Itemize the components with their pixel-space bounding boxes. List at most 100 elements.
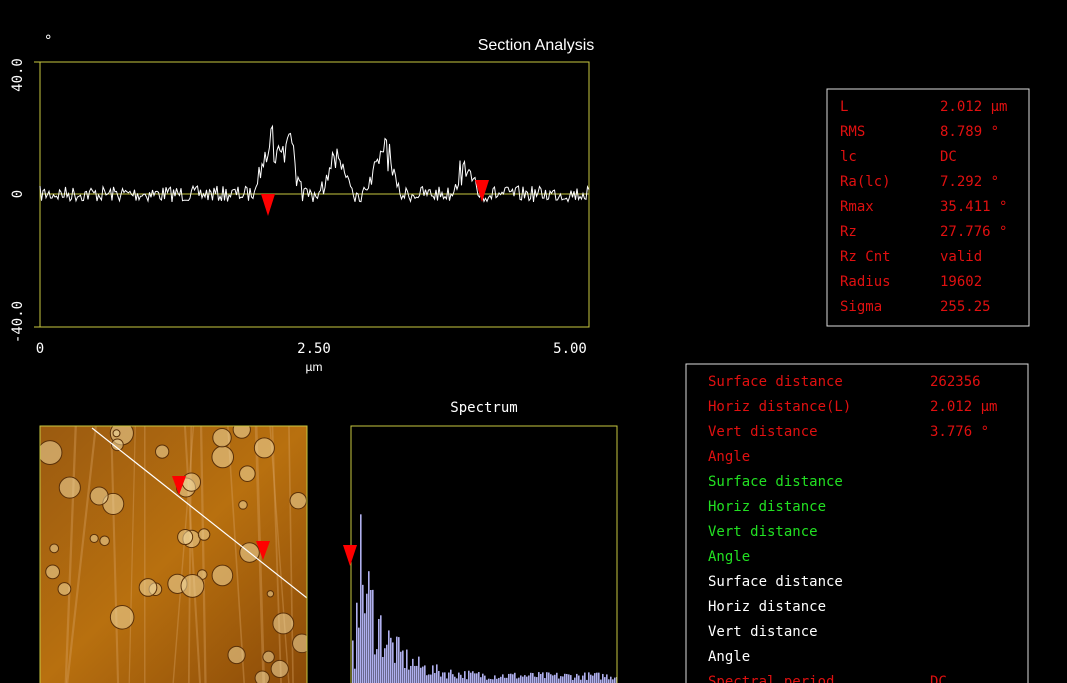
distance-label: Horiz distance(L) [708,399,851,415]
spectrum-bar [510,673,512,683]
spectrum-bar [400,651,402,683]
distances-box [685,363,1029,683]
spectrum-bar [438,670,440,683]
spectrum-bar [532,673,534,683]
spectrum-bar [352,640,354,683]
spectrum-bar [492,679,494,683]
fiber [187,426,193,683]
spectrum-bar [368,571,370,683]
spectrum-bar [428,674,430,683]
grain [197,528,211,541]
spectrum-bar [586,679,588,683]
spectrum-bar [526,676,528,683]
spectrum-bar [426,675,428,683]
y-tick-label: 40.0 [10,58,26,92]
image-frame [39,425,308,683]
cursor-marker [261,194,275,216]
spectrum-bar [578,675,580,683]
distance-value: DC [930,674,947,683]
distance-value: 2.012 µm [930,399,997,415]
spectrum-bar [504,677,506,683]
grain [239,465,256,482]
stat-label: RMS [840,124,865,140]
spectrum-bar [398,637,400,683]
y-tick-label: 0 [10,190,26,198]
spectrum-bar [572,679,574,683]
grain [292,633,307,654]
spectrum-title: Spectrum [450,400,517,416]
spectrum-bar [396,636,398,683]
spectrum-bar [430,674,432,683]
spectrum-bar [488,678,490,683]
distance-label: Horiz distance [708,499,826,515]
spectrum-bar [414,665,416,683]
x-tick-label: 5.00 [553,341,587,357]
section-title: Section Analysis [478,37,595,54]
grain [181,472,202,492]
grain [99,535,110,547]
spectrum-bar [560,676,562,683]
spectrum-bar [382,656,384,683]
spectrum-bar [612,679,614,683]
spectrum-bar [556,672,558,683]
spectrum-bar [570,675,572,683]
stat-label: Ra(lc) [840,174,891,190]
spectrum-bar [424,665,426,683]
spectrum-bar [394,662,396,683]
spectrum-bar [562,676,564,683]
spectrum-bar [482,673,484,683]
distance-label: Vert distance [708,424,818,440]
spectrum-bar [456,678,458,683]
grain [266,590,275,598]
spectrum-bar [498,677,500,683]
grain [211,445,235,469]
spectrum-bar [466,679,468,683]
spectrum-bar [582,675,584,683]
spectrum-bar [452,674,454,683]
grain [109,605,135,630]
grain [57,582,72,596]
distance-label: Angle [708,449,750,465]
spectrum-bar [522,676,524,683]
spectrum-bar [412,658,414,683]
grain [89,533,99,544]
grain [253,437,275,459]
spectrum-bar [558,678,560,683]
spectrum-bar [566,673,568,683]
fiber [172,426,195,683]
spectrum-bar [500,676,502,683]
spectrum-bar [436,664,438,683]
grain [289,491,307,510]
x-tick-label: 2.50 [297,341,331,357]
grain [138,578,158,597]
spectrum-bar [564,673,566,683]
spectrum-bar [590,674,592,683]
spectrum-bar [474,673,476,683]
y-tick-label: -40.0 [10,301,26,343]
y-unit: ° [44,33,52,49]
spectrum-bar [372,589,374,683]
spectrum-bar [484,675,486,683]
spectrum-bar [604,677,606,683]
grain [58,476,81,499]
spectrum-bar [356,602,358,683]
stats-box [826,88,1030,327]
spectrum-bar [610,676,612,683]
distance-label: Vert distance [708,524,818,540]
spectrum-bar [598,672,600,683]
spectrum-bar [406,649,408,683]
distance-value: 3.776 ° [930,424,989,440]
distances-list: Surface distance 262356 Horiz distance(L) 2… [708,374,997,683]
grain [112,429,121,438]
distance-label: Surface distance [708,574,843,590]
spectrum-bar [440,676,442,683]
grain [238,500,248,510]
stat-value: 255.25 [940,299,991,315]
spectrum-bar [534,676,536,683]
spectrum-bar [596,672,598,683]
spectrum-bar [602,673,604,683]
spectrum-bar [470,672,472,683]
spectrum-bar [476,673,478,683]
grain [111,438,124,452]
grain [49,543,60,554]
